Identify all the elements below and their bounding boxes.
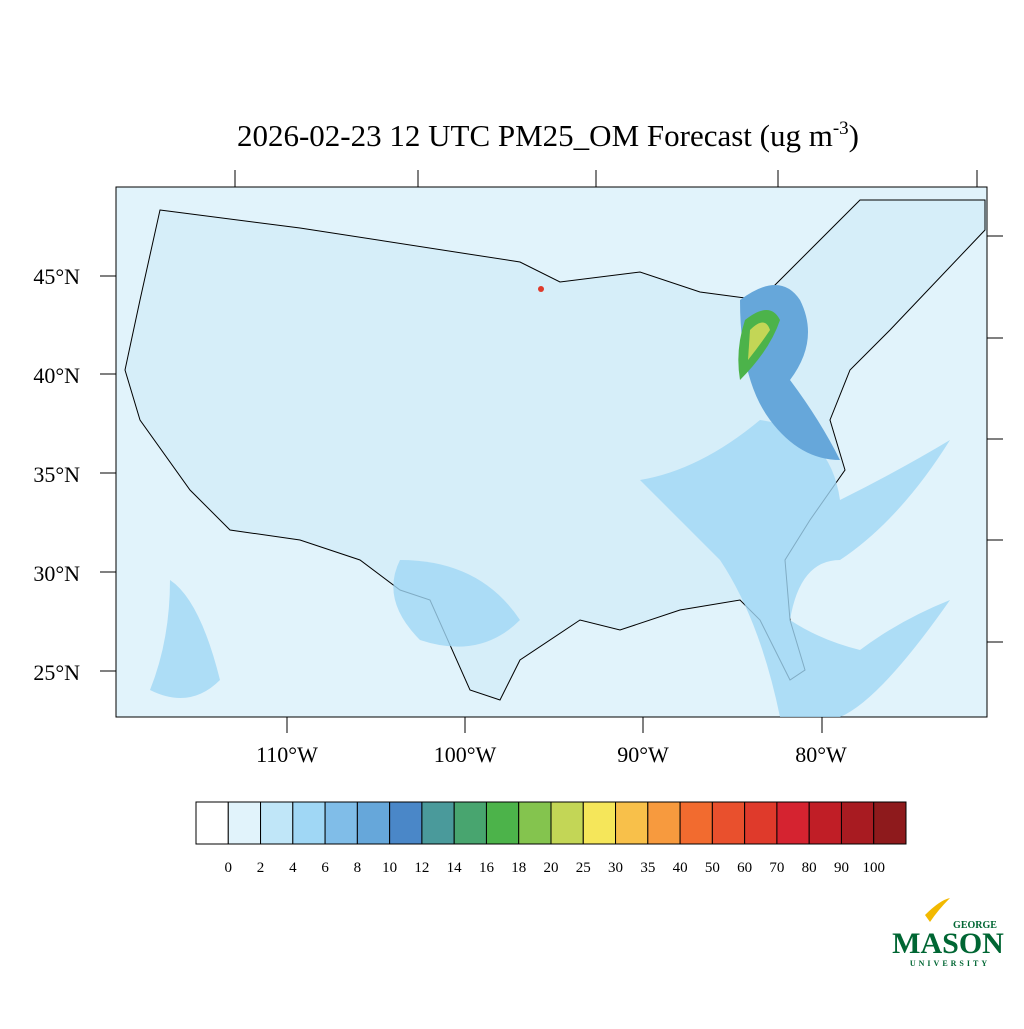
lat-label: 45°N [33,264,80,289]
colorbar-box [389,801,423,845]
colorbar-box [260,801,294,845]
colorbar-label: 12 [414,860,429,876]
colorbar-label: 90 [834,860,849,876]
logo-bottom: UNIVERSITY [910,959,990,968]
colorbar-box [550,801,584,845]
title-main: 2026-02-23 12 UTC PM25_OM Forecast (ug m [237,118,833,153]
colorbar-box [518,801,552,845]
colorbar-box [227,801,262,845]
title-superscript: -3 [833,118,849,139]
frame-ticks [100,170,1003,733]
colorbar-label: 8 [354,860,362,876]
colorbar-label: 16 [479,860,495,876]
title: 2026-02-23 12 UTC PM25_OM Forecast (ug m… [237,118,859,153]
colorbar-label: 40 [673,860,688,876]
colorbar-label: 10 [382,860,397,876]
colorbar-label: 18 [511,860,526,876]
colorbar-box [840,801,875,845]
colorbar-box [808,801,842,845]
colorbar-label: 30 [608,860,623,876]
hotspot [538,286,544,292]
colorbar-box [324,801,358,845]
lon-label: 110°W [256,742,318,767]
colorbar-box [615,801,649,845]
logo-flame [925,898,950,922]
colorbar-label: 25 [576,860,591,876]
colorbar-box [582,801,617,845]
colorbar-label: 20 [544,860,559,876]
colorbar-label: 80 [802,860,817,876]
colorbar-label: 0 [225,860,233,876]
colorbar-box [421,801,455,845]
map [100,170,1003,733]
logo-main: MASON [892,927,1004,960]
logo: GEORGE MASON UNIVERSITY [892,898,1004,968]
lat-label: 35°N [33,462,80,487]
colorbar-box [453,801,487,845]
colorbar-box [711,801,746,845]
lat-label: 30°N [33,561,80,586]
lon-label: 80°W [795,742,847,767]
colorbar-label: 6 [321,860,329,876]
plume [150,580,220,698]
colorbar-box [292,801,326,845]
colorbar-label: 2 [257,860,265,876]
colorbar-box [195,801,229,845]
colorbar-box [485,801,520,845]
colorbar-box [679,801,713,845]
plume-peak [748,322,770,360]
colorbar-label: 14 [447,860,463,876]
colorbar-box [647,801,681,845]
colorbar-label: 70 [769,860,784,876]
lon-label: 90°W [617,742,669,767]
lat-label: 25°N [33,660,80,685]
colorbar-label: 4 [289,860,297,876]
colorbar-label: 60 [737,860,752,876]
lat-label: 40°N [33,363,80,388]
colorbar-box [744,801,778,845]
lon-label: 100°W [434,742,497,767]
colorbar-label: 35 [640,860,655,876]
colorbar-label: 50 [705,860,720,876]
colorbar-box [776,801,810,845]
title-suffix: ) [849,118,859,153]
plumes [150,420,950,717]
plume [393,560,520,647]
colorbar-box [356,801,391,845]
logo-top: GEORGE [953,920,997,931]
colorbar-box [873,801,907,845]
plume [640,420,950,717]
colorbar-label: 100 [862,860,885,876]
